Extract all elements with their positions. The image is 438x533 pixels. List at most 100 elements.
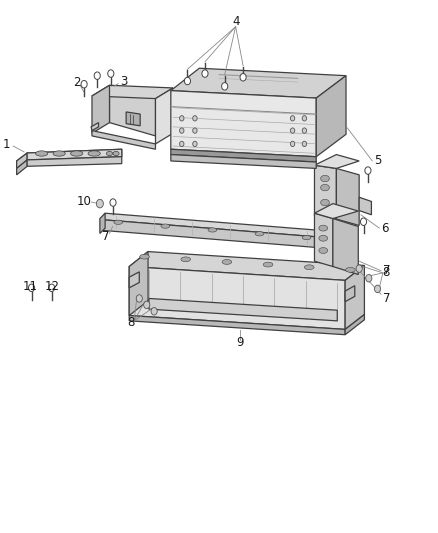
Polygon shape [345, 286, 355, 302]
Circle shape [290, 141, 295, 147]
Circle shape [366, 274, 372, 282]
Circle shape [222, 83, 228, 90]
Polygon shape [345, 314, 364, 335]
Circle shape [290, 128, 295, 133]
Polygon shape [314, 165, 336, 219]
Ellipse shape [319, 225, 328, 231]
Ellipse shape [208, 228, 217, 232]
Polygon shape [345, 265, 364, 329]
Polygon shape [314, 213, 333, 266]
Circle shape [180, 128, 184, 133]
Circle shape [202, 70, 208, 77]
Text: 6: 6 [381, 222, 389, 235]
Ellipse shape [321, 184, 329, 191]
Ellipse shape [321, 175, 329, 182]
Ellipse shape [319, 247, 328, 254]
Text: 2: 2 [73, 76, 81, 89]
Ellipse shape [140, 254, 149, 259]
Ellipse shape [346, 268, 355, 272]
Polygon shape [333, 219, 358, 274]
Ellipse shape [263, 262, 273, 267]
Circle shape [180, 116, 184, 121]
Circle shape [144, 301, 150, 309]
Ellipse shape [35, 151, 48, 156]
Ellipse shape [53, 151, 65, 156]
Polygon shape [149, 298, 337, 321]
Ellipse shape [302, 236, 311, 240]
Circle shape [28, 284, 35, 292]
Circle shape [94, 72, 100, 79]
Polygon shape [101, 213, 319, 237]
Ellipse shape [321, 199, 329, 206]
Circle shape [81, 80, 87, 88]
Text: 7: 7 [102, 230, 110, 243]
Text: 12: 12 [44, 280, 59, 293]
Polygon shape [171, 149, 316, 162]
Text: 3: 3 [120, 75, 127, 87]
Ellipse shape [222, 260, 232, 264]
Text: 9: 9 [236, 336, 244, 349]
Ellipse shape [255, 232, 264, 236]
Circle shape [180, 141, 184, 147]
Polygon shape [129, 266, 345, 329]
Polygon shape [92, 131, 155, 149]
Polygon shape [129, 272, 139, 288]
Polygon shape [316, 76, 346, 157]
Text: 7: 7 [382, 292, 390, 305]
Circle shape [365, 167, 371, 174]
Ellipse shape [106, 151, 113, 156]
Circle shape [302, 128, 307, 133]
Polygon shape [110, 85, 155, 136]
Polygon shape [129, 252, 364, 280]
Text: 1: 1 [3, 139, 11, 151]
Polygon shape [126, 112, 140, 126]
Ellipse shape [319, 235, 328, 241]
Polygon shape [17, 153, 27, 168]
Circle shape [360, 218, 367, 225]
Polygon shape [171, 91, 316, 157]
Circle shape [290, 116, 295, 121]
Circle shape [193, 128, 197, 133]
Circle shape [374, 285, 381, 293]
Polygon shape [92, 85, 110, 133]
Polygon shape [155, 88, 173, 144]
Polygon shape [171, 155, 316, 168]
Polygon shape [27, 157, 122, 166]
Circle shape [193, 141, 197, 147]
Polygon shape [314, 204, 358, 219]
Circle shape [110, 199, 116, 206]
Text: 4: 4 [232, 15, 240, 28]
Circle shape [193, 116, 197, 121]
Ellipse shape [113, 151, 119, 156]
Polygon shape [27, 149, 122, 160]
Text: 5: 5 [374, 155, 381, 167]
Ellipse shape [114, 220, 123, 224]
Circle shape [108, 70, 114, 77]
Circle shape [356, 265, 362, 272]
Circle shape [184, 77, 191, 85]
Polygon shape [359, 197, 371, 215]
Circle shape [302, 141, 307, 147]
Polygon shape [92, 85, 173, 99]
Polygon shape [129, 316, 345, 335]
Polygon shape [336, 168, 359, 225]
Ellipse shape [71, 151, 83, 156]
Text: 11: 11 [22, 280, 37, 293]
Polygon shape [101, 220, 314, 247]
Circle shape [240, 74, 246, 81]
Polygon shape [314, 155, 359, 168]
Text: 10: 10 [77, 195, 92, 208]
Ellipse shape [304, 265, 314, 270]
Ellipse shape [181, 257, 191, 262]
Polygon shape [17, 160, 27, 175]
Polygon shape [100, 213, 105, 233]
Circle shape [96, 199, 103, 208]
Circle shape [302, 116, 307, 121]
Circle shape [136, 295, 142, 302]
Circle shape [49, 284, 55, 292]
Polygon shape [171, 68, 346, 98]
Text: 8: 8 [383, 266, 390, 279]
Ellipse shape [88, 151, 100, 156]
Text: 7: 7 [382, 264, 390, 277]
Circle shape [151, 308, 157, 315]
